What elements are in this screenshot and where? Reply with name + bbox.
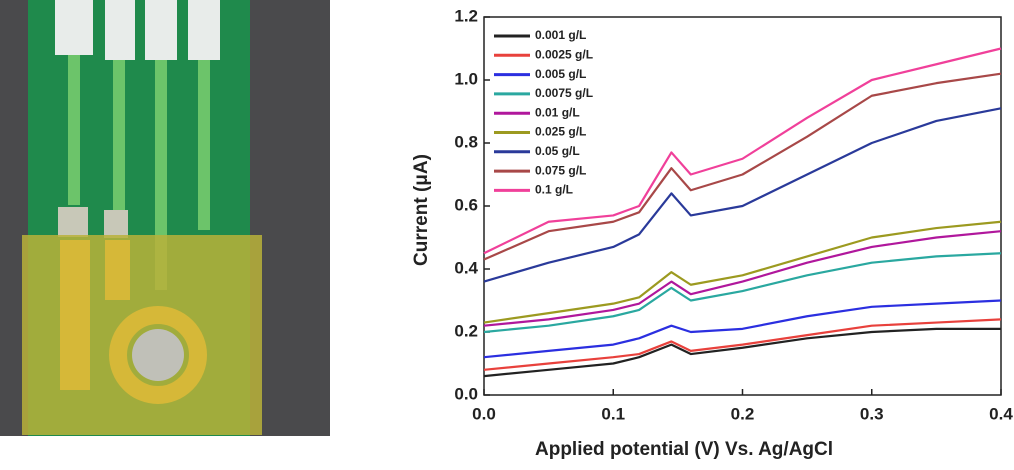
x-tick-label: 0.4	[989, 404, 1013, 423]
legend-label: 0.001 g/L	[535, 28, 586, 42]
x-tick-label: 0.0	[472, 404, 496, 423]
data-line	[484, 253, 1001, 332]
legend-label: 0.1 g/L	[535, 183, 573, 197]
y-tick-label: 0.0	[454, 384, 478, 403]
legend-label: 0.075 g/L	[535, 163, 586, 177]
y-tick-label: 0.6	[454, 195, 478, 214]
legend-label: 0.025 g/L	[535, 125, 586, 139]
x-tick-label: 0.3	[860, 404, 884, 423]
y-tick-label: 1.2	[454, 6, 478, 25]
data-line	[484, 329, 1001, 376]
y-axis-label: Current (μA)	[411, 154, 432, 266]
data-line	[484, 222, 1001, 323]
legend-label: 0.005 g/L	[535, 67, 586, 81]
sensor-photo	[0, 0, 330, 436]
x-tick-label: 0.2	[731, 404, 755, 423]
legend-label: 0.0075 g/L	[535, 86, 593, 100]
legend-label: 0.0025 g/L	[535, 47, 593, 61]
data-line	[484, 319, 1001, 369]
y-tick-label: 0.8	[454, 132, 478, 151]
y-tick-label: 0.2	[454, 321, 478, 340]
y-tick-label: 1.0	[454, 69, 478, 88]
legend-label: 0.05 g/L	[535, 144, 580, 158]
legend-label: 0.01 g/L	[535, 105, 580, 119]
figure: Applied potential (V) Vs. Ag/AgCl Curren…	[0, 0, 1014, 465]
y-tick-label: 0.4	[454, 258, 478, 277]
x-tick-label: 0.1	[601, 404, 625, 423]
x-axis-label: Applied potential (V) Vs. Ag/AgCl	[535, 439, 833, 460]
